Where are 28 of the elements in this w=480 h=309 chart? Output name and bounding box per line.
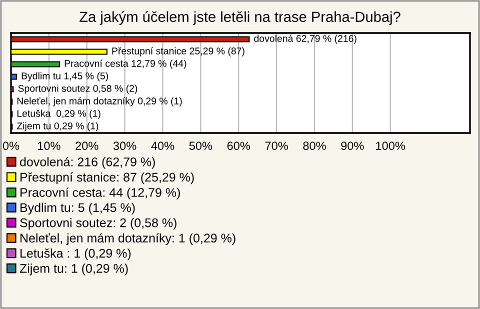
legend-label: Přestupní stanice: 87 (25,29 %)	[20, 172, 194, 184]
legend-label: Zijem tu: 1 (0,29 %)	[20, 264, 128, 276]
data-label: Přestupní stanice 25,29 % (87)	[112, 47, 244, 56]
legend-label: Neleťel, jen mám dotazníky: 1 (0,29 %)	[20, 233, 236, 245]
x-tick-label: 10%	[38, 142, 60, 150]
x-tick-label: 0%	[2, 142, 20, 150]
data-label: dovolená 62,79 % (216)	[254, 34, 356, 44]
legend-label: Pracovní cesta: 44 (12,79 %)	[20, 188, 180, 200]
chart-title: Za jakým účelem jste letěli na trase Praha-Dubaj?	[80, 11, 400, 25]
legend-label: Bydlim tu: 5 (1,45 %)	[20, 202, 135, 215]
data-label: Neleťel, jen mám dotazníky 0,29 % (1)	[17, 97, 182, 106]
x-tick-label: 20%	[76, 142, 98, 150]
data-label: Pracovní cesta 12,79 % (44)	[64, 60, 186, 69]
x-tick-label: 30%	[113, 142, 136, 150]
x-tick-label: 60%	[227, 142, 250, 150]
legend-label: Letuška : 1 (0,29 %)	[20, 248, 131, 260]
data-label: Zijem tu 0,29 % (1)	[16, 122, 98, 132]
legend-label: Sportovni soutez: 2 (0,58 %)	[20, 218, 176, 230]
x-tick-label: 50%	[189, 142, 212, 150]
x-tick-label: 80%	[303, 142, 326, 150]
x-tick-label: 70%	[265, 142, 288, 150]
data-label: Bydlim tu 1,45 % (5)	[22, 72, 108, 82]
x-tick-label: 100%	[376, 142, 406, 150]
data-label: Letuška 0,29 % (1)	[17, 110, 100, 119]
data-label: Sportovni soutez 0,58 % (2)	[18, 84, 138, 94]
x-tick-label: 90%	[341, 142, 364, 150]
legend-label: dovolená: 216 (62,79 %)	[20, 156, 155, 169]
x-tick-label: 40%	[151, 142, 174, 150]
